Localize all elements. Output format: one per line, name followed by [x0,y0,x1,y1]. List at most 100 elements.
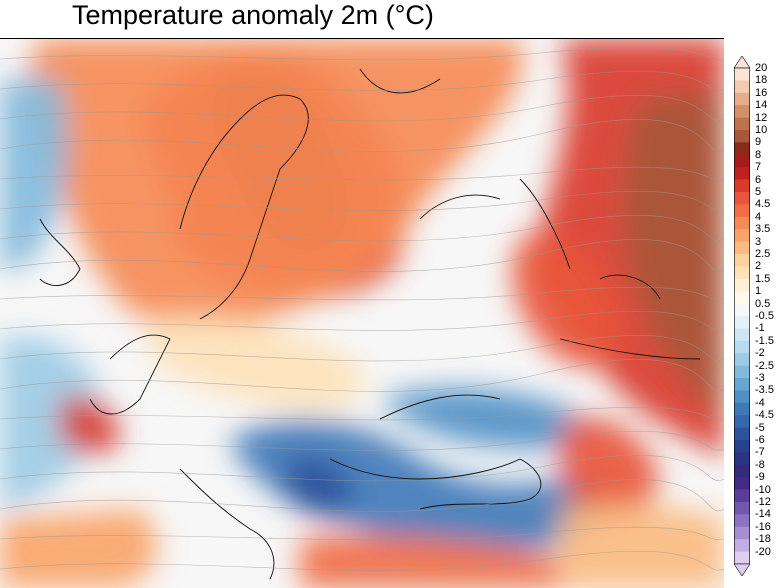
streamline [0,550,724,571]
anomaly-region [60,396,120,454]
colorbar-tick-label: 18 [755,74,768,87]
anomaly-region [150,316,365,409]
colorbar-swatch [734,477,750,490]
colorbar-swatch [734,179,750,193]
colorbar-extend-max [734,56,750,69]
colorbar-tick-label: -7 [755,446,765,459]
streamline [0,119,724,152]
colorbar-tick-label: 7 [755,161,762,174]
streamline [0,286,724,301]
colorbar-tick-label: 4 [755,210,762,223]
colorbar-tick-label: -1.5 [755,334,774,347]
streamline [0,190,724,211]
colorbar-swatch [734,229,750,242]
colorbar-tick-label: -14 [755,508,771,521]
coastline [39,218,81,286]
colorbar-swatch [734,241,750,255]
colorbar-swatch [734,452,750,466]
anomaly-map [0,38,724,588]
colorbar-tick-label: 3.5 [755,223,771,236]
colorbar-tick-label: -2 [755,347,765,360]
colorbar-tick-label: -12 [755,496,771,508]
anomaly-region [621,89,724,419]
colorbar-tick-label: -3.5 [755,384,774,397]
anomaly-region [29,39,523,331]
colorbar-tick-label: 5 [755,186,762,198]
colorbar-tick-label: 4.5 [755,198,771,211]
anomaly-region [280,457,352,518]
colorbar-swatch [734,142,750,156]
coastline [359,68,441,94]
streamline [0,215,724,242]
colorbar-swatch [734,154,750,168]
colorbar-tick-label: 2.5 [755,248,771,260]
colorbar-swatch [734,117,750,131]
colorbar-tick-label: -8 [755,458,765,471]
coastline [599,274,661,300]
colorbar-swatch [734,551,750,565]
colorbar-tick-label: 8 [755,148,762,161]
anomaly-region [380,388,585,449]
colorbar-tick-label: 0.5 [755,297,771,310]
colorbar-tick-label: 9 [755,136,762,149]
colorbar-swatch [734,464,750,478]
colorbar-swatch [734,291,750,304]
colorbar-swatch [734,353,750,366]
colorbar-tick-label: 1 [755,285,762,298]
colorbar-tick-label: -10 [755,483,771,496]
colorbar-tick-label: 10 [755,124,768,136]
anomaly-region [230,419,602,550]
anomaly-region [512,233,622,367]
colorbar-swatch [734,539,750,552]
colorbar-swatch [734,526,750,540]
colorbar-tick-label: 16 [755,86,768,99]
colorbar-swatch [734,278,750,292]
colorbar-tick-label: -2.5 [755,359,774,372]
anomaly-region [559,417,660,519]
colorbar-swatch [734,427,750,441]
colorbar-swatch [734,68,750,81]
wind-streamlines [0,46,724,571]
colorbar-swatch [734,92,750,106]
colorbar-swatch [734,216,750,230]
colorbar-swatch [734,402,750,416]
colorbar-swatch [734,167,750,180]
colorbar-tick-label: -1 [755,322,765,335]
streamline [0,239,724,272]
anomaly-region [0,509,158,588]
anomaly-region [0,336,100,509]
colorbar-swatch [734,415,750,428]
streamline [0,455,724,482]
coastline [329,458,542,510]
colorbar-tick-label: -3 [755,372,765,384]
streamline [0,430,724,451]
streamline [0,166,724,181]
colorbar-swatch [734,254,750,267]
colorbar-tick-label: -6 [755,434,765,446]
anomaly-region [0,79,68,269]
colorbar-swatch [734,514,750,528]
map-title: Temperature anomaly 2m (°C) [72,0,434,30]
colorbar-tick-label: 1.5 [755,272,771,285]
colorbar-tick-label: 14 [755,99,768,112]
streamline [0,335,724,362]
colorbar-tick-label: -5 [755,421,765,434]
colorbar-swatch [734,390,750,404]
streamline [0,479,724,512]
colorbar-extend-min [734,563,750,576]
colorbar-swatch [734,440,750,453]
anomaly-region [560,504,724,588]
coastline [179,94,309,320]
colorbar-swatch [734,365,750,379]
coastline [89,334,171,415]
colorbar-swatch [734,489,750,503]
colorbar-swatch [734,266,750,280]
colorbar-swatch [734,378,750,391]
streamline [0,46,724,61]
colorbar-swatch [734,105,750,118]
colorbar-swatch [734,192,750,205]
colorbar-tick-label: 12 [755,111,768,124]
streamline [0,406,724,421]
colorbar-swatch [734,316,750,329]
colorbar-tick-label: -16 [755,520,771,533]
